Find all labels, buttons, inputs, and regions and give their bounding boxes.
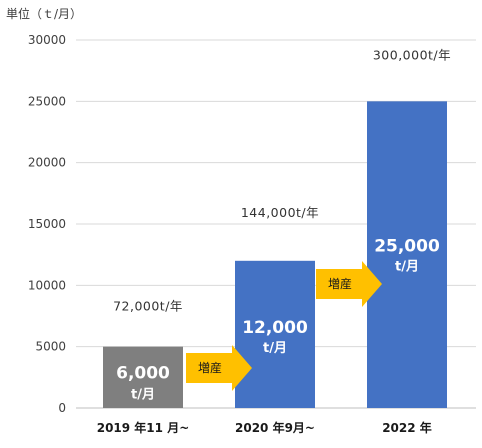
- x-category-label: 2019 年11 月~: [97, 420, 190, 435]
- bar-value-label: 25,000: [374, 236, 440, 256]
- bar-value-label: 6,000: [116, 364, 170, 384]
- y-tick-label: 30000: [28, 33, 66, 47]
- arrow-label: 増産: [328, 276, 352, 291]
- bar-unit-label: t/月: [263, 341, 287, 356]
- x-category-label: 2020 年9月~: [235, 420, 315, 435]
- annual-label: 72,000t/年: [113, 299, 183, 314]
- bar-unit-label: t/月: [395, 259, 419, 274]
- x-category-label: 2022 年: [382, 420, 432, 435]
- bar-labels: 6,000 t/月 12,000 t/月 25,000 t/月: [116, 236, 440, 402]
- x-axis-categories: 2019 年11 月~ 2020 年9月~ 2022 年: [97, 420, 432, 435]
- bars: [103, 101, 447, 408]
- bar: [103, 346, 183, 408]
- y-tick-label: 5000: [35, 340, 66, 354]
- annual-labels: 72,000t/年 144,000t/年 300,000t/年: [113, 47, 451, 313]
- y-tick-label: 25000: [28, 94, 66, 108]
- y-tick-label: 20000: [28, 156, 66, 170]
- bar: [235, 260, 315, 408]
- bar-unit-label: t/月: [131, 388, 155, 403]
- bar-value-label: 12,000: [242, 318, 308, 338]
- annual-label: 144,000t/年: [241, 205, 319, 220]
- annual-label: 300,000t/年: [373, 47, 451, 62]
- y-tick-label: 10000: [28, 278, 66, 292]
- y-axis-ticks: 0 5000 10000 15000 20000 25000 30000: [28, 33, 66, 415]
- arrow-right-icon: [316, 261, 382, 307]
- unit-label: 単位（ｔ/月）: [6, 6, 82, 21]
- y-tick-label: 15000: [28, 217, 66, 231]
- arrow-right-icon: [186, 345, 252, 391]
- bar: [367, 101, 447, 408]
- arrow-label: 増産: [198, 360, 222, 375]
- y-tick-label: 0: [58, 401, 66, 415]
